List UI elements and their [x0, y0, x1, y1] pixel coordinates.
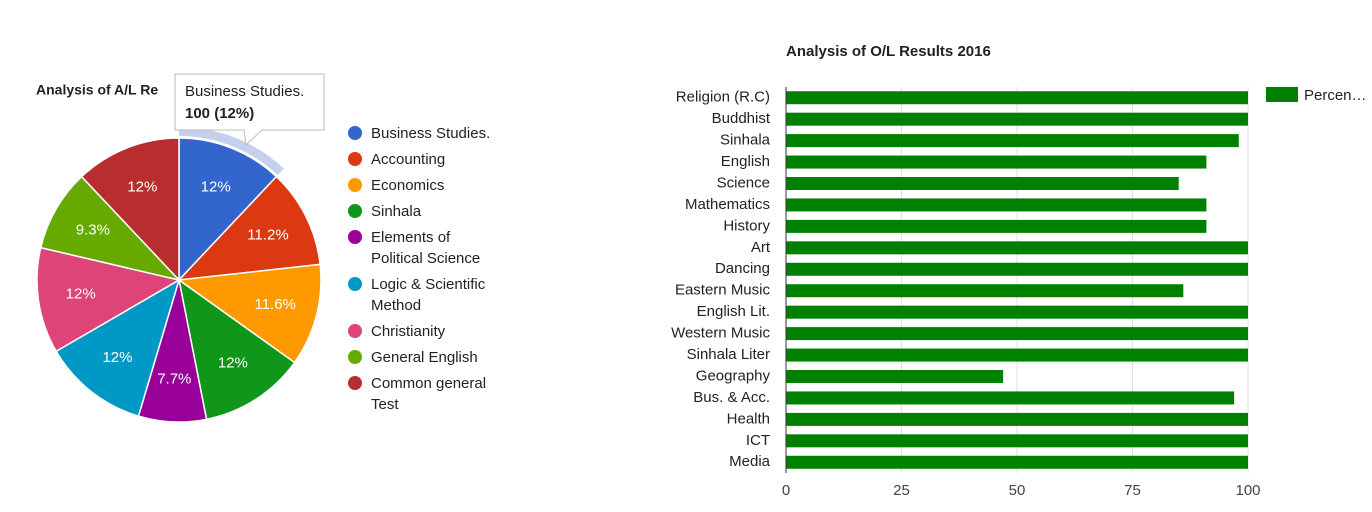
- legend-swatch: [348, 126, 362, 140]
- x-tick-label: 50: [1009, 482, 1026, 499]
- tooltip: Business Studies. 100 (12%): [174, 73, 325, 147]
- bar: [786, 305, 1248, 319]
- slice-label: 7.7%: [157, 370, 191, 387]
- slice-label: 11.2%: [247, 227, 288, 244]
- slice-label: 12%: [127, 179, 157, 196]
- legend-item: Business Studies.: [348, 123, 503, 144]
- bar: [786, 327, 1248, 341]
- legend-label: Common general Test: [371, 375, 487, 413]
- y-tick-label: Sinhala: [720, 132, 771, 149]
- legend-swatch: [348, 324, 362, 338]
- bar: [786, 348, 1248, 362]
- legend-swatch: [348, 350, 362, 364]
- pie-title: Analysis of A/L Re: [36, 82, 158, 98]
- x-tick-label: 0: [782, 482, 790, 499]
- legend-label: General English: [371, 349, 478, 366]
- tooltip-text: 100 (12%): [185, 105, 254, 122]
- bar: [786, 284, 1184, 298]
- pie-slice: [39, 175, 182, 282]
- slice-label: 11.6%: [254, 296, 295, 313]
- x-tick-label: 100: [1235, 482, 1260, 499]
- legend-item: Accounting: [348, 149, 503, 170]
- y-tick-label: Mathematics: [685, 196, 770, 213]
- bar: [786, 412, 1248, 426]
- legend-item: Economics: [348, 175, 503, 196]
- pie-slice: [36, 246, 182, 353]
- bar: [786, 262, 1248, 276]
- pie-slice: [177, 278, 296, 421]
- tooltip-box: [174, 73, 325, 147]
- legend-swatch: [348, 230, 362, 244]
- bar: [786, 241, 1248, 255]
- pie-legend: Business Studies. Accounting Economics Sinh…: [348, 123, 503, 420]
- y-tick-label: Eastern Music: [675, 282, 771, 299]
- pie-slice: [55, 278, 181, 418]
- pie: 12% 11.2% 11.6% 12% 7.7% 12% 12% 9.3% 12%: [36, 127, 322, 423]
- y-tick-label: Health: [727, 410, 770, 427]
- y-tick-label: Dancing: [715, 260, 770, 277]
- slice-highlight: [179, 127, 284, 176]
- y-tick-label: Geography: [696, 367, 771, 384]
- legend-label: Business Studies.: [371, 125, 491, 142]
- pie-slice: [178, 137, 278, 282]
- y-tick-label: History: [723, 217, 770, 234]
- legend-label: Sinhala: [371, 203, 422, 220]
- legend-item: Sinhala: [348, 201, 503, 222]
- x-tick-label: 25: [893, 482, 910, 499]
- y-tick-label: Buddhist: [712, 110, 771, 127]
- bar: [786, 198, 1207, 212]
- legend-swatch: [348, 204, 362, 218]
- slice-label: 12%: [66, 286, 96, 303]
- bar: [786, 91, 1248, 105]
- legend-swatch: [348, 178, 362, 192]
- x-tick-label: 75: [1124, 482, 1141, 499]
- legend-label: Percen…: [1304, 87, 1367, 104]
- slice-label: 12%: [102, 349, 132, 366]
- legend-label: Accounting: [371, 151, 446, 168]
- bar: [786, 391, 1235, 405]
- legend-swatch: [1266, 87, 1298, 102]
- legend-item: General English: [348, 347, 503, 368]
- slice-label: 9.3%: [76, 221, 110, 238]
- y-tick-label: Art: [751, 239, 771, 256]
- slice-label: 12%: [201, 179, 231, 196]
- y-tick-label: Religion (R.C): [676, 89, 770, 106]
- y-tick-label: English Lit.: [697, 303, 770, 320]
- bar: [786, 370, 1004, 383]
- tooltip-title: Business Studies.: [185, 83, 304, 100]
- legend-item: Common general Test: [348, 373, 503, 415]
- y-tick-label: Sinhala Liter: [687, 346, 770, 363]
- pie-slice: [177, 175, 321, 281]
- y-tick-label: Science: [717, 174, 770, 191]
- pie-slice: [80, 137, 180, 282]
- bar-title: Analysis of O/L Results 2016: [786, 43, 991, 60]
- slice-label: 12%: [218, 354, 248, 371]
- legend-label: Economics: [371, 177, 445, 194]
- y-tick-label: English: [721, 153, 770, 170]
- legend-swatch: [348, 152, 362, 166]
- legend-label: Christianity: [371, 323, 446, 340]
- legend-label: Logic & Scientific Method: [371, 276, 486, 314]
- y-tick-label: Media: [729, 453, 771, 470]
- legend-label: Elements of Political Science: [371, 229, 481, 267]
- pie-slice: [176, 263, 322, 364]
- legend-item: Christianity: [348, 321, 503, 342]
- legend-swatch: [348, 376, 362, 390]
- bar: [786, 112, 1248, 126]
- bar: [786, 434, 1248, 448]
- y-tick-label: ICT: [746, 432, 770, 449]
- y-tick-label: Western Music: [671, 325, 770, 342]
- y-tick-label: Bus. & Acc.: [693, 389, 770, 406]
- bar: [786, 455, 1248, 469]
- legend-item: Logic & Scientific Method: [348, 274, 503, 316]
- legend-swatch: [348, 277, 362, 291]
- bar: [786, 155, 1207, 169]
- bar: [786, 134, 1239, 148]
- bar: [786, 177, 1179, 190]
- bar: [786, 219, 1207, 233]
- legend-item: Elements of Political Science: [348, 227, 503, 269]
